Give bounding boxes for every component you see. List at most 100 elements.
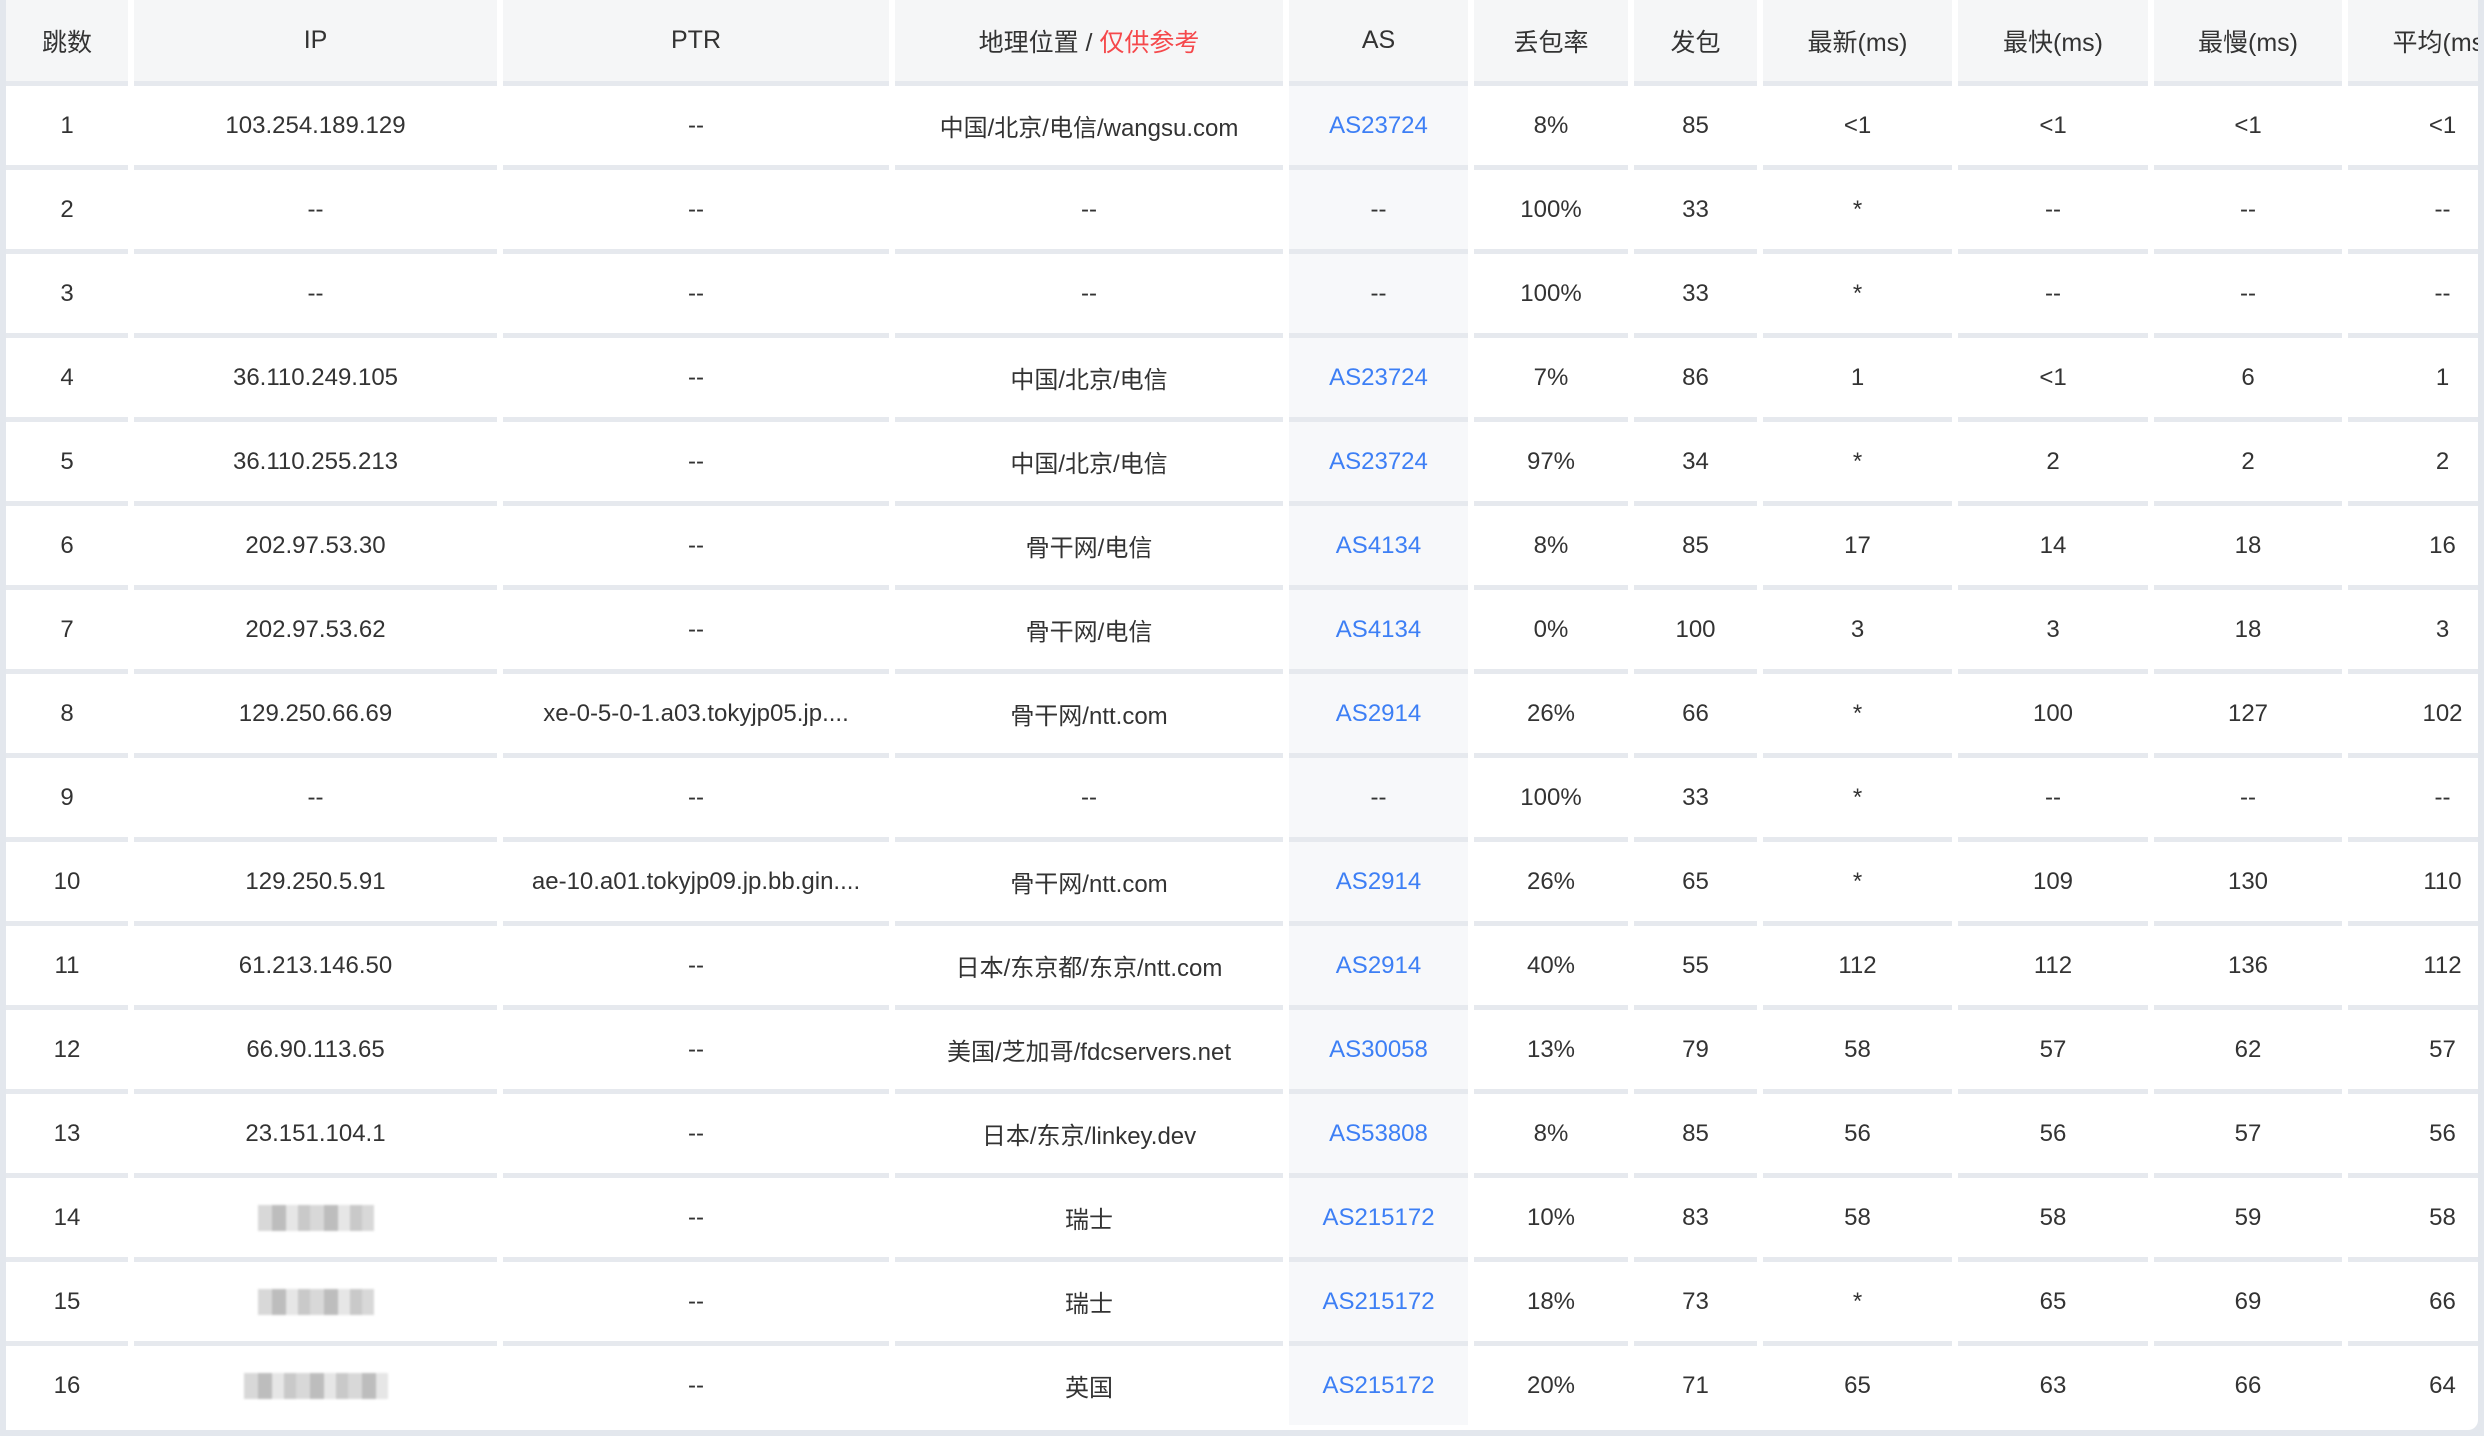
header-geo: 地理位置 / 仅供参考 [895,0,1283,86]
cell-ptr: -- [503,1262,889,1346]
cell-ip: 129.250.5.91 [134,842,497,926]
as-link[interactable]: AS30058 [1329,1035,1428,1063]
cell-as: -- [1289,254,1468,338]
cell-as: AS53808 [1289,1094,1468,1178]
cell-as: -- [1289,170,1468,254]
table-row: 2 -- -- -- -- 100% 33 * -- -- -- [6,170,2478,254]
cell-as: AS2914 [1289,926,1468,1010]
cell-ip: 66.90.113.65 [134,1010,497,1094]
cell-last: 3 [1763,590,1952,674]
cell-as: AS4134 [1289,590,1468,674]
cell-last: <1 [1763,86,1952,170]
cell-sent: 66 [1634,674,1757,758]
as-link[interactable]: AS4134 [1335,615,1422,643]
cell-loss: 8% [1474,506,1628,590]
cell-hop: 12 [6,1010,128,1094]
cell-avg: 102 [2348,674,2478,758]
cell-last: * [1763,170,1952,254]
cell-avg: 110 [2348,842,2478,926]
cell-sent: 85 [1634,1094,1757,1178]
cell-loss: 100% [1474,254,1628,338]
cell-sent: 33 [1634,170,1757,254]
cell-geo: 中国/北京/电信 [895,338,1283,422]
as-link[interactable]: AS2914 [1335,867,1422,895]
cell-geo: 瑞士 [895,1178,1283,1262]
as-link[interactable]: AS215172 [1322,1287,1435,1315]
table-header: 跳数 IP PTR 地理位置 / 仅供参考 AS 丢包率 发包 最新(ms) 最… [6,0,2478,86]
cell-worst: -- [2154,758,2342,842]
table-row: 4 36.110.249.105 -- 中国/北京/电信 AS23724 7% 86 1 <1 6… [6,338,2478,422]
as-link[interactable]: AS23724 [1329,447,1428,475]
cell-loss: 8% [1474,86,1628,170]
cell-last: 65 [1844,1371,1871,1399]
as-link[interactable]: AS2914 [1335,699,1422,727]
cell-ptr: -- [503,338,889,422]
cell-as: AS23724 [1289,86,1468,170]
as-link[interactable]: AS23724 [1329,363,1428,391]
cell-loss: 100% [1474,758,1628,842]
cell-worst: 18 [2154,506,2342,590]
cell-ip: 129.250.66.69 [134,674,497,758]
cell-geo: 中国/北京/电信 [895,422,1283,506]
cell-loss: 26% [1474,674,1628,758]
cell-ptr: -- [503,170,889,254]
cell-avg: 1 [2348,338,2478,422]
table-row: 11 61.213.146.50 -- 日本/东京都/东京/ntt.com AS2914… [6,926,2478,1010]
cell-loss: 100% [1474,170,1628,254]
cell-ip: 36.110.255.213 [134,422,497,506]
cell-ptr: -- [503,590,889,674]
as-link[interactable]: AS4134 [1335,531,1422,559]
header-best: 最快(ms) [1958,0,2148,86]
cell-as: AS23724 [1289,422,1468,506]
header-hop: 跳数 [6,0,128,86]
cell-loss: 18% [1474,1262,1628,1346]
cell-loss: 26% [1474,842,1628,926]
as-link[interactable]: AS23724 [1329,111,1428,139]
cell-best: 14 [1958,506,2148,590]
cell-sent: 85 [1634,506,1757,590]
cell-sent: 100 [1634,590,1757,674]
cell-ip: -- [134,758,497,842]
cell-hop: 6 [6,506,128,590]
cell-sent: 33 [1634,758,1757,842]
cell-geo: -- [895,254,1283,338]
cell-worst: 62 [2154,1010,2342,1094]
header-worst: 最慢(ms) [2154,0,2342,86]
as-link[interactable]: AS215172 [1322,1371,1435,1399]
as-link[interactable]: AS53808 [1329,1119,1428,1147]
cell-last: * [1763,1262,1952,1346]
cell-ip: 36.110.249.105 [134,338,497,422]
cell-geo: -- [895,170,1283,254]
cell-best: -- [1958,254,2148,338]
cell-ptr: xe-0-5-0-1.a03.tokyjp05.jp.... [503,674,889,758]
cell-avg: 58 [2348,1178,2478,1262]
cell-geo: 日本/东京/linkey.dev [895,1094,1283,1178]
cell-best: -- [1958,758,2148,842]
header-geo-label: 地理位置 / [978,28,1093,57]
cell-ip: 23.151.104.1 [134,1094,497,1178]
cell-as: AS215172 [1289,1346,1468,1425]
cell-worst: -- [2154,254,2342,338]
cell-ip: -- [134,170,497,254]
cell-worst: 66 [2234,1371,2262,1399]
header-last: 最新(ms) [1763,0,1952,86]
header-geo-note: 仅供参考 [1099,28,1200,57]
as-link[interactable]: AS2914 [1335,951,1422,979]
header-avg: 平均(ms) [2348,0,2478,86]
cell-last: 58 [1763,1178,1952,1262]
cell-as: AS2914 [1289,842,1468,926]
cell-geo: 日本/东京都/东京/ntt.com [895,926,1283,1010]
cell-loss: 20% [1526,1371,1576,1399]
header-ip: IP [134,0,497,86]
cell-worst: 6 [2154,338,2342,422]
cell-best: -- [1958,170,2148,254]
cell-avg: <1 [2348,86,2478,170]
as-link[interactable]: AS215172 [1322,1203,1435,1231]
redacted-ip [257,1289,374,1316]
header-as: AS [1289,0,1468,86]
traceroute-table: 跳数 IP PTR 地理位置 / 仅供参考 AS 丢包率 发包 最新(ms) 最… [6,0,2478,1425]
redacted-ip [257,1205,374,1232]
cell-avg: 16 [2348,506,2478,590]
cell-best: <1 [1958,86,2148,170]
cell-worst: 127 [2154,674,2342,758]
